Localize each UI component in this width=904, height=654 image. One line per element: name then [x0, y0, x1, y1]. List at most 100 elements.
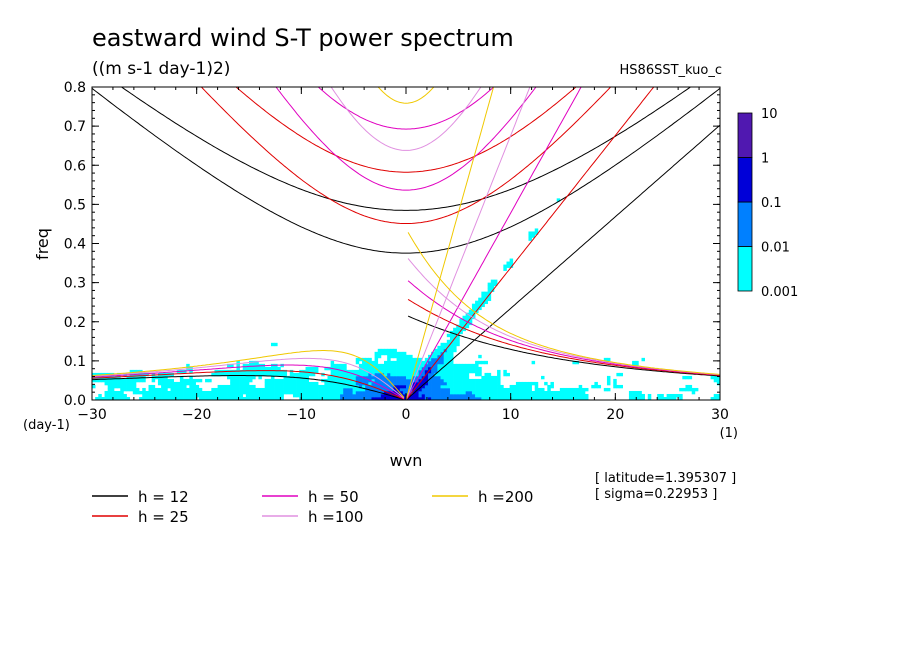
spectrum-cell [459, 318, 463, 323]
spectrum-cell [336, 390, 341, 395]
spectrum-cell [201, 390, 206, 395]
dispersion-curve-h25-mrg [407, 298, 720, 376]
spectrum-cell [434, 354, 438, 359]
spectrum-cell [368, 363, 372, 368]
spectrum-cell [355, 357, 360, 362]
spectrum-cell [349, 396, 353, 400]
spectrum-cell [151, 396, 156, 400]
spectrum-cell [478, 384, 482, 389]
spectrum-cell [239, 384, 244, 389]
spectrum-cell [421, 363, 426, 368]
spectrum-cell [399, 384, 404, 389]
spectrum-cell [249, 363, 253, 368]
spectrum-cell [462, 375, 467, 380]
spectrum-cell [161, 378, 165, 383]
spectrum-cell [179, 381, 184, 386]
spectrum-cell [475, 303, 479, 308]
spectrum-cell [110, 393, 115, 398]
spectrum-cell [230, 363, 234, 368]
spectrum-cell [475, 300, 479, 305]
spectrum-cell [490, 285, 495, 289]
spectrum-cell [371, 363, 375, 368]
spectrum-cell [223, 387, 228, 392]
spectrum-cell [117, 378, 121, 383]
spectrum-cell [575, 360, 580, 365]
spectrum-cell [440, 387, 445, 392]
spectrum-cell [481, 291, 485, 296]
spectrum-cell [390, 390, 394, 395]
spectrum-cell [173, 384, 178, 389]
spectrum-cell [352, 381, 357, 386]
spectrum-cell [142, 372, 146, 377]
spectrum-cell [113, 384, 118, 389]
spectrum-cell [255, 360, 259, 365]
spectrum-cell [358, 369, 363, 374]
spectrum-cell [456, 342, 460, 347]
y-tick-label: 0.3 [64, 276, 86, 292]
spectrum-cell [302, 372, 306, 377]
spectrum-cell [352, 393, 357, 398]
spectrum-cell [406, 372, 410, 377]
spectrum-cell [330, 363, 335, 368]
spectrum-cell [453, 339, 457, 344]
spectrum-cell [390, 396, 394, 400]
spectrum-cell [446, 342, 451, 347]
spectrum-cell [362, 363, 366, 368]
spectrum-cell [183, 393, 187, 398]
spectrum-cell [179, 396, 184, 400]
spectrum-cell [161, 396, 165, 400]
spectrum-cell [387, 372, 391, 377]
spectrum-cell [390, 354, 394, 359]
spectrum-cell [484, 300, 488, 305]
spectrum-cell [261, 393, 266, 398]
spectrum-cell [506, 261, 510, 265]
spectrum-cell [387, 381, 391, 386]
y-tick-label: 0.7 [64, 119, 86, 135]
spectrum-cell [449, 396, 454, 400]
spectrum-cell [471, 366, 476, 371]
spectrum-cell [223, 396, 228, 400]
spectrum-cell [456, 375, 460, 380]
spectrum-cell [440, 372, 445, 377]
spectrum-cell [324, 393, 328, 398]
spectrum-cell [412, 366, 416, 371]
spectrum-cell [192, 381, 196, 386]
spectrum-cell [173, 393, 178, 398]
spectrum-cell [632, 390, 636, 395]
spectrum-cell [252, 384, 256, 389]
spectrum-cell [380, 390, 385, 395]
spectrum-cell [440, 357, 445, 362]
colorbar-label: 0.01 [761, 241, 790, 256]
spectrum-cell [230, 372, 234, 377]
spectrum-cell [409, 360, 413, 365]
spectrum-cell [195, 378, 200, 383]
spectrum-cell [264, 372, 269, 377]
spectrum-cell [443, 342, 448, 347]
spectrum-cell [431, 378, 435, 383]
spectrum-cell [459, 396, 463, 400]
spectrum-cell [151, 378, 156, 383]
dispersion-curve-h100-kelvin [405, 87, 531, 400]
spectrum-cell [503, 372, 507, 377]
spectrum-cell [299, 378, 303, 383]
spectrum-cell [456, 327, 460, 332]
spectrum-cell [581, 387, 586, 392]
spectrum-cell [594, 381, 598, 386]
spectrum-cell [380, 378, 385, 383]
spectrum-cell [176, 387, 181, 392]
spectrum-cell [453, 396, 457, 400]
spectrum-cell [255, 369, 259, 374]
spectrum-cell [280, 381, 284, 386]
spectrum-cell [123, 393, 127, 398]
spectrum-cell [380, 351, 385, 356]
spectrum-cell [107, 381, 112, 386]
spectrum-cell [239, 393, 244, 398]
spectrum-cell [387, 384, 391, 389]
spectrum-cell [292, 390, 297, 395]
y-tick-label: 0.4 [64, 237, 86, 253]
spectrum-cell [453, 378, 457, 383]
spectrum-cell [167, 384, 171, 389]
spectrum-cell [362, 369, 366, 374]
spectrum-cell [214, 390, 218, 395]
spectrum-cell [358, 372, 363, 377]
